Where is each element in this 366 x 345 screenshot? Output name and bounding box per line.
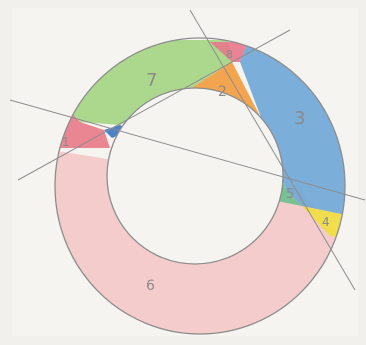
outer-circle bbox=[54, 37, 346, 335]
inner-circle bbox=[106, 87, 284, 265]
line-b bbox=[17, 29, 291, 181]
region-label-7: 7 bbox=[146, 70, 157, 91]
region-4 bbox=[302, 206, 345, 240]
region-label-6: 6 bbox=[146, 278, 155, 294]
line-c bbox=[189, 9, 356, 291]
region-label-2: 2 bbox=[218, 84, 227, 100]
region-label-1: 1 bbox=[62, 135, 70, 149]
region-label-4: 4 bbox=[322, 215, 330, 229]
region-label-3: 3 bbox=[294, 108, 305, 129]
region-8 bbox=[210, 42, 248, 62]
line-a bbox=[9, 99, 366, 201]
region-label-5: 5 bbox=[286, 187, 294, 202]
region-label-8: 8 bbox=[226, 48, 233, 61]
